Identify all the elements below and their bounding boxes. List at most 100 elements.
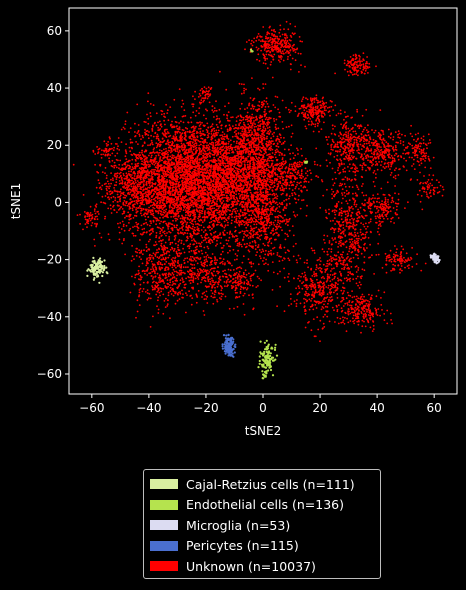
- data-point: [183, 148, 186, 151]
- data-point: [220, 156, 223, 159]
- data-point: [222, 157, 225, 160]
- data-point: [198, 162, 201, 164]
- data-point: [154, 131, 157, 134]
- data-point: [234, 199, 237, 201]
- data-point: [204, 234, 207, 237]
- data-point: [235, 217, 238, 220]
- data-point: [171, 178, 174, 181]
- data-point: [127, 211, 130, 214]
- data-point: [227, 208, 229, 211]
- data-point: [232, 196, 235, 199]
- data-point: [187, 229, 190, 232]
- data-point: [249, 165, 252, 168]
- data-point: [166, 169, 169, 172]
- data-point: [206, 131, 209, 134]
- data-point: [158, 191, 160, 194]
- data-point: [169, 231, 172, 234]
- data-point: [188, 187, 191, 190]
- data-point: [197, 227, 200, 230]
- data-point: [252, 163, 255, 166]
- data-point: [226, 135, 229, 138]
- data-point: [194, 114, 197, 117]
- data-point: [188, 183, 191, 186]
- data-point: [237, 145, 239, 148]
- data-point: [230, 176, 232, 178]
- data-point: [167, 186, 170, 189]
- data-point: [193, 201, 196, 204]
- data-point: [250, 174, 252, 177]
- data-point: [159, 227, 162, 230]
- data-point: [177, 151, 180, 154]
- data-point: [177, 229, 180, 231]
- data-point: [185, 149, 188, 152]
- data-point: [158, 197, 161, 199]
- data-point: [212, 224, 215, 226]
- data-point: [283, 148, 286, 151]
- data-point: [175, 226, 178, 229]
- data-point: [176, 172, 179, 175]
- data-point: [173, 226, 176, 229]
- data-point: [179, 231, 182, 234]
- data-point: [220, 148, 222, 151]
- data-point: [199, 182, 201, 185]
- data-point: [180, 239, 183, 242]
- data-point: [167, 160, 170, 163]
- data-point: [208, 181, 211, 184]
- data-point: [196, 170, 198, 172]
- data-point: [222, 188, 225, 191]
- data-point: [225, 239, 228, 242]
- data-point: [223, 183, 226, 185]
- data-point: [219, 232, 222, 235]
- data-point: [233, 140, 235, 143]
- data-point: [180, 163, 183, 166]
- data-point: [190, 186, 193, 188]
- data-point: [240, 163, 243, 165]
- data-point: [143, 150, 146, 153]
- data-point: [283, 140, 286, 143]
- data-point: [223, 203, 226, 206]
- data-point: [171, 184, 174, 187]
- data-point: [157, 129, 160, 132]
- data-point: [227, 221, 229, 224]
- data-point: [144, 121, 147, 123]
- data-point: [271, 159, 274, 162]
- data-point: [217, 166, 219, 169]
- data-point: [236, 244, 239, 247]
- data-point: [131, 141, 134, 144]
- data-point: [221, 146, 223, 148]
- data-point: [162, 154, 164, 157]
- data-point: [260, 153, 262, 156]
- data-point: [199, 159, 201, 161]
- data-point: [226, 232, 229, 234]
- data-point: [175, 215, 177, 217]
- data-point: [243, 184, 245, 187]
- data-point: [215, 183, 218, 185]
- data-point: [234, 200, 236, 203]
- data-point: [214, 161, 216, 164]
- data-point: [193, 170, 196, 173]
- data-point: [197, 154, 200, 157]
- data-point: [136, 191, 139, 194]
- data-point: [138, 181, 141, 184]
- data-point: [169, 106, 172, 108]
- data-point: [195, 199, 198, 201]
- data-point: [203, 145, 205, 148]
- data-point: [169, 172, 172, 175]
- data-point: [152, 135, 155, 138]
- data-point: [221, 162, 224, 164]
- data-point: [178, 208, 181, 210]
- data-point: [150, 154, 153, 157]
- data-point: [176, 150, 179, 153]
- data-point: [264, 118, 267, 121]
- data-point: [245, 152, 247, 154]
- data-point: [212, 127, 215, 130]
- data-point: [194, 90, 197, 93]
- data-point: [243, 145, 246, 147]
- data-point: [260, 158, 263, 160]
- data-point: [208, 132, 210, 135]
- data-point: [254, 159, 257, 162]
- data-point: [173, 224, 176, 227]
- data-point: [148, 230, 151, 232]
- data-point: [198, 216, 201, 218]
- data-point: [235, 154, 238, 157]
